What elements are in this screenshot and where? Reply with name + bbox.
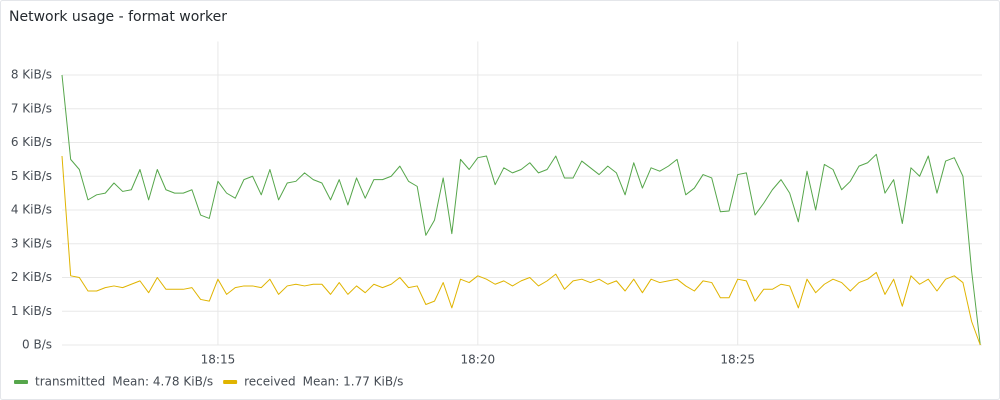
legend-stat: Mean: 1.77 KiB/s <box>303 375 404 389</box>
legend-label: transmitted <box>35 375 105 389</box>
y-tick-label: 5 KiB/s <box>11 169 52 183</box>
legend-label: received <box>244 375 295 389</box>
series-line <box>61 155 981 346</box>
legend-swatch <box>223 380 238 384</box>
y-tick-label: 6 KiB/s <box>11 135 52 149</box>
x-tick-label: 18:15 <box>201 353 236 367</box>
y-tick-label: 3 KiB/s <box>11 236 52 250</box>
y-tick-label: 7 KiB/s <box>11 101 52 115</box>
panel-title: Network usage - format worker <box>9 9 227 25</box>
y-tick-label: 4 KiB/s <box>11 203 52 217</box>
y-tick-label: 8 KiB/s <box>11 68 52 82</box>
y-tick-label: 2 KiB/s <box>11 270 52 284</box>
series-line <box>61 74 981 346</box>
legend-stat: Mean: 4.78 KiB/s <box>112 375 213 389</box>
legend-swatch <box>14 380 28 384</box>
y-tick-label: 1 KiB/s <box>11 304 52 318</box>
x-tick-label: 18:25 <box>720 353 755 367</box>
x-tick-label: 18:20 <box>461 353 496 367</box>
y-tick-label: 0 B/s <box>22 338 52 352</box>
